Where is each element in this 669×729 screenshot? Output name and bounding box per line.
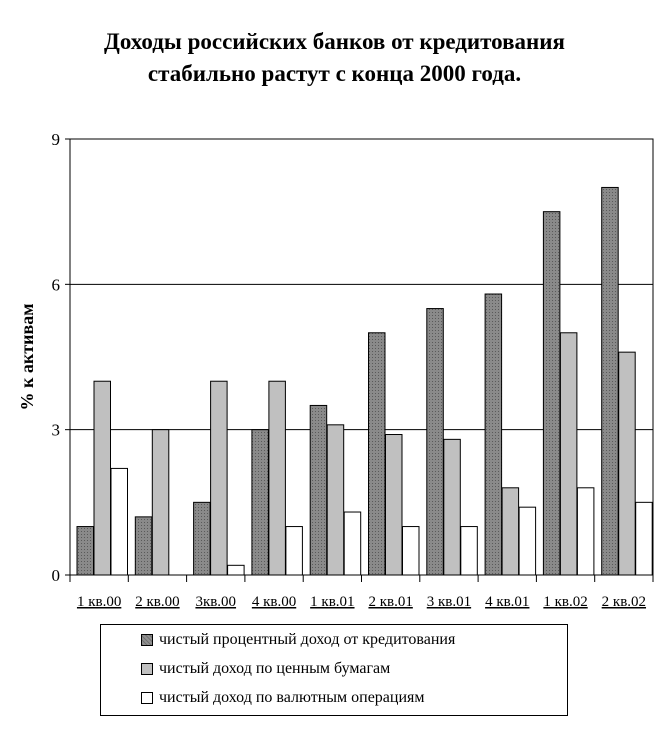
legend-item-lending: чистый процентный доход от кредитования [141,629,455,651]
bar-series-1-8 [484,293,503,576]
x-tick-label: 4 кв.01 [485,594,529,610]
legend-item-securities: чистый доход по ценным бумагам [141,658,390,680]
x-tick-label: 1 кв.01 [310,594,354,610]
bar-series-2-4 [268,380,286,576]
y-tick-label: 9 [52,130,61,149]
y-tick-label: 3 [52,421,61,440]
bar-series-1-2 [134,516,153,576]
bar-series-2-10 [618,351,636,576]
bar-series-3-4 [285,526,303,576]
bar-series-3-9 [576,487,595,576]
y-axis-label: % к активам [17,304,37,411]
bar-series-2-1 [93,380,111,576]
legend-label-securities: чистый доход по ценным бумагам [159,660,391,677]
legend-label-lending: чистый процентный доход от кредитования [159,631,456,648]
bar-chart: 0 3 6 9 1 кв.00 2 кв.00 3кв.00 4 кв.00 1 кв.01 2 … [17,130,654,610]
x-tick-label: 3кв.00 [195,594,236,610]
bar-series-1-5 [309,404,328,576]
bar-series-3-5 [343,511,362,576]
bar-series-3-1 [110,467,128,576]
bar-series-1-9 [542,211,561,576]
legend-swatch-currency [141,692,153,704]
bar-series-2-3 [210,380,228,576]
bar-series-1-3 [193,501,211,576]
chart-title-line-1: Доходы российских банков от кредитования [104,29,565,54]
x-tick-label: 2 кв.02 [602,594,646,610]
legend: чистый процентный доход от кредитования … [100,624,568,716]
x-tick-label: 4 кв.00 [252,594,296,610]
bar-series-2-5 [326,424,345,576]
bar-series-2-9 [559,332,578,576]
bar-series-1-10 [601,186,619,576]
bar-series-3-6 [402,526,420,576]
bar-series-3-7 [460,526,478,576]
chart-title-line-2: стабильно растут с конца 2000 года. [147,61,522,86]
bar-series-1-1 [76,526,94,576]
bar-series-2-7 [443,438,461,576]
bar-series-3-8 [518,506,537,576]
x-tick-label: 3 кв.01 [427,594,471,610]
x-tick-label: 1 кв.00 [77,594,121,610]
x-tick-label: 2 кв.01 [368,594,412,610]
bar-series-3-10 [635,501,653,576]
x-tick-label: 1 кв.02 [543,594,587,610]
x-tick-label: 2 кв.00 [135,594,179,610]
bar-series-2-6 [385,434,403,576]
bar-series-1-7 [426,308,444,576]
bar-series-1-4 [251,429,269,576]
bar-series-2-2 [151,429,170,576]
chart-title: Доходы российских банков от кредитования… [0,26,669,90]
legend-swatch-lending [141,634,153,646]
legend-item-currency: чистый доход по валютным операциям [141,687,425,709]
y-tick-label: 6 [52,275,61,294]
legend-swatch-securities [141,663,153,675]
legend-label-currency: чистый доход по валютным операциям [159,689,425,706]
y-tick-label: 0 [52,566,61,585]
bar-series-3-3 [227,564,245,576]
bar-series-1-6 [368,332,386,576]
bar-series-2-8 [501,487,520,576]
